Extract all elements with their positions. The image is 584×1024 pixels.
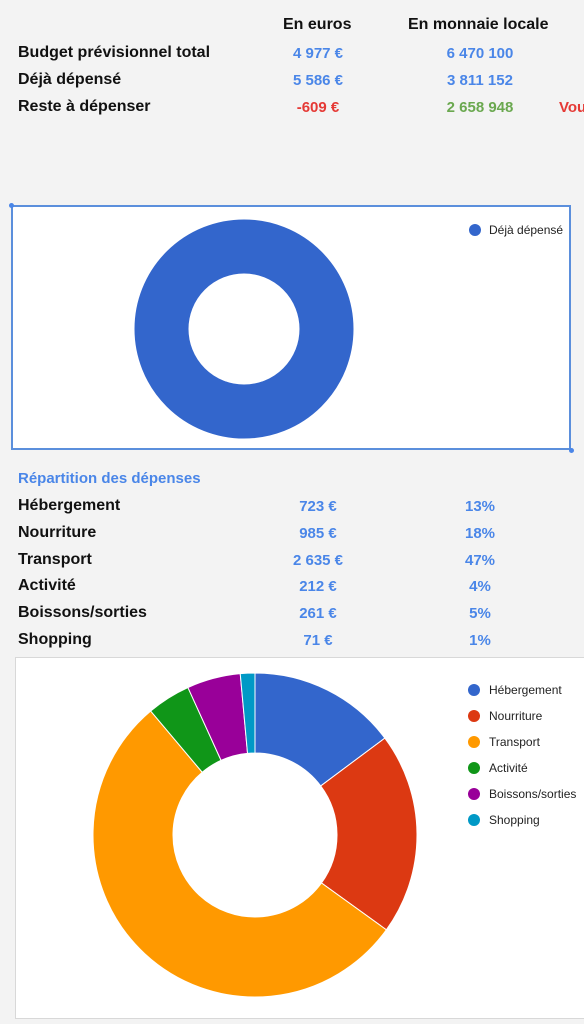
- row-budget-euros: 4 977 €: [292, 45, 344, 62]
- row-spent-euros: 5 586 €: [292, 72, 344, 89]
- row-spent-label: Déjà dépensé: [18, 71, 122, 88]
- legend-label-deja-depense: Déjà dépensé: [489, 223, 563, 237]
- repartition-pct-activite: 4%: [469, 578, 491, 595]
- legend-item-transport: Transport: [468, 729, 576, 755]
- legend-label-boissons-sorties: Boissons/sorties: [489, 787, 577, 801]
- repartition-label-boissons-sorties: Boissons/sorties: [18, 604, 147, 621]
- legend-label-nourriture: Nourriture: [489, 709, 543, 723]
- repartition-pct-nourriture: 18%: [464, 525, 496, 542]
- repartition-label-nourriture: Nourriture: [18, 524, 97, 541]
- row-spent-local: 3 811 152: [447, 72, 513, 89]
- repartition-pct-hebergement: 13%: [464, 498, 496, 515]
- repartition-amount-nourriture: 985 €: [299, 525, 337, 542]
- donut-slice-transport[interactable]: [92, 710, 388, 998]
- repartition-amount-activite: 212 €: [299, 578, 337, 595]
- legend-label-hebergement: Hébergement: [489, 683, 562, 697]
- repartition-amount-boissons-sorties: 261 €: [299, 605, 337, 622]
- spent-donut-chart: Déjà dépensé: [133, 218, 563, 440]
- spent-chart-legend: Déjà dépensé: [469, 223, 563, 237]
- donut-slice-nourriture[interactable]: [320, 737, 418, 931]
- legend-item-activite: Activité: [468, 755, 576, 781]
- row-remaining-label: Reste à dépenser: [18, 98, 151, 115]
- row-remaining-local: 2 658 948: [446, 99, 514, 116]
- legend-dot-boissons-sorties: [468, 788, 480, 800]
- repartition-label-activite: Activité: [18, 577, 76, 594]
- repartition-pct-shopping: 1%: [469, 632, 491, 649]
- legend-dot-shopping: [468, 814, 480, 826]
- expense-donut-chart: [92, 672, 418, 998]
- overflow-warning-text: Vou: [559, 99, 584, 116]
- repartition-label-shopping: Shopping: [18, 631, 92, 648]
- legend-label-shopping: Shopping: [489, 813, 540, 827]
- repartition-title: Répartition des dépenses: [18, 470, 201, 487]
- legend-item-boissons-sorties: Boissons/sorties: [468, 781, 576, 807]
- repartition-pct-boissons-sorties: 5%: [469, 605, 491, 622]
- row-budget-label: Budget prévisionnel total: [18, 44, 211, 61]
- repartition-label-hebergement: Hébergement: [18, 497, 121, 514]
- legend-item-hebergement: Hébergement: [468, 677, 576, 703]
- repartition-amount-shopping: 71 €: [303, 632, 333, 649]
- donut-slice-deja-depense[interactable]: [133, 218, 355, 440]
- col-header-euros: En euros: [283, 16, 352, 33]
- legend-label-activite: Activité: [489, 761, 528, 775]
- donut-slice-shopping[interactable]: [239, 672, 256, 754]
- legend-dot-transport: [468, 736, 480, 748]
- legend-dot-nourriture: [468, 710, 480, 722]
- expense-breakdown-chart-card[interactable]: Hébergement Nourriture Transport Activit…: [15, 657, 584, 1019]
- repartition-label-transport: Transport: [18, 551, 92, 568]
- row-remaining-euros: -609 €: [296, 99, 340, 116]
- legend-dot-activite: [468, 762, 480, 774]
- legend-dot-hebergement: [468, 684, 480, 696]
- row-budget-local: 6 470 100: [446, 45, 514, 62]
- expense-chart-legend: Hébergement Nourriture Transport Activit…: [468, 677, 576, 833]
- repartition-pct-transport: 47%: [464, 552, 496, 569]
- repartition-amount-hebergement: 723 €: [299, 498, 337, 515]
- legend-marker-deja-depense: [469, 224, 481, 236]
- spent-chart-card[interactable]: Déjà dépensé: [11, 205, 571, 450]
- col-header-local: En monnaie locale: [408, 16, 549, 33]
- legend-item-nourriture: Nourriture: [468, 703, 576, 729]
- resize-handle-top-left[interactable]: [9, 203, 14, 208]
- repartition-amount-transport: 2 635 €: [292, 552, 344, 569]
- resize-handle-bottom-right[interactable]: [569, 448, 574, 453]
- legend-item-shopping: Shopping: [468, 807, 576, 833]
- legend-label-transport: Transport: [489, 735, 540, 749]
